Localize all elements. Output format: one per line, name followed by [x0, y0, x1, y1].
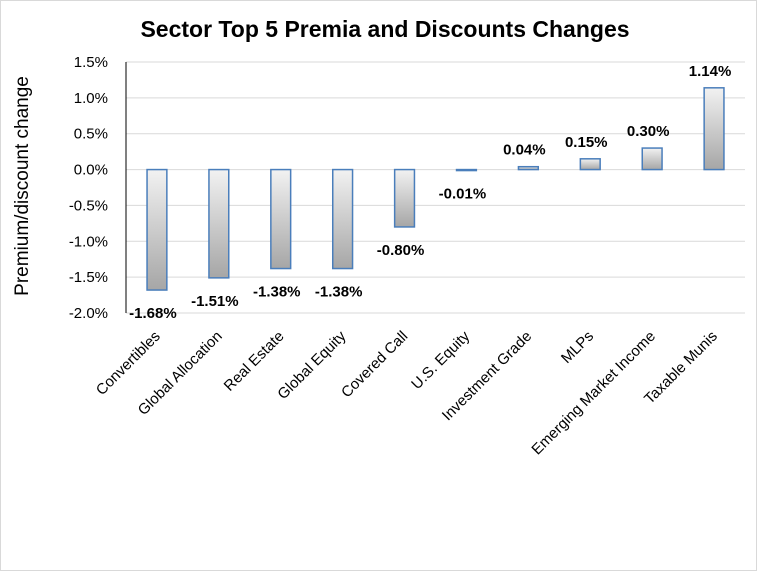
category-label: Covered Call — [338, 328, 411, 401]
bar — [455, 168, 478, 172]
data-label: -1.68% — [129, 305, 177, 322]
bar — [393, 168, 416, 228]
data-label: 0.30% — [627, 123, 670, 140]
category-label: Emerging Market Income — [528, 328, 659, 459]
y-tick-label: -2.0% — [69, 305, 108, 322]
data-label: -0.01% — [439, 185, 487, 202]
chart-title: Sector Top 5 Premia and Discounts Change… — [140, 16, 629, 42]
data-label: 0.04% — [503, 142, 546, 159]
bar — [517, 165, 540, 171]
data-labels: -1.68% -1.51% -1.38% -1.38% -0.80% -0.01% 0.04… — [129, 63, 731, 322]
data-label: 0.15% — [565, 134, 608, 151]
y-tick-label: 0.0% — [74, 162, 108, 179]
bar — [208, 168, 230, 279]
bar — [579, 158, 601, 171]
bar — [146, 168, 168, 291]
y-tick-label: 1.5% — [74, 54, 108, 71]
data-label: -1.38% — [315, 284, 363, 301]
y-tick-label: 0.5% — [74, 126, 108, 143]
bar — [641, 147, 663, 171]
y-tick-label: -1.5% — [69, 269, 108, 286]
bar — [270, 168, 292, 270]
bar — [703, 87, 725, 171]
data-label: -1.38% — [253, 284, 301, 301]
bars — [146, 87, 725, 291]
data-label: -0.80% — [377, 242, 425, 259]
y-tick-label: -1.0% — [69, 233, 108, 250]
category-label: Real Estate — [221, 328, 288, 395]
bar — [331, 168, 354, 270]
category-label: MLPs — [558, 328, 597, 367]
y-tick-label: -0.5% — [69, 197, 108, 214]
data-label: 1.14% — [689, 63, 732, 80]
category-label: U.S. Equity — [408, 327, 473, 392]
y-tick-label: 1.0% — [74, 90, 108, 107]
data-label: -1.51% — [191, 293, 239, 310]
y-tick-labels: 1.5% 1.0% 0.5% 0.0% -0.5% -1.0% -1.5% -2.0% — [69, 54, 108, 322]
y-axis-label: Premium/discount change — [12, 76, 33, 296]
